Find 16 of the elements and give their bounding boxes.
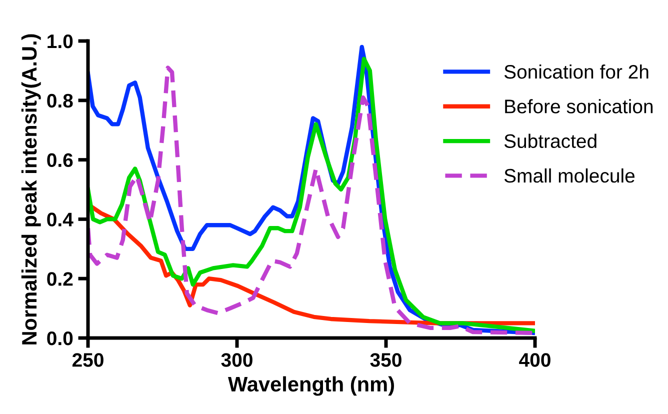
x-tick-label: 300	[221, 353, 252, 367]
y-tick-label: 1.0	[48, 34, 73, 48]
legend-label: Small molecule	[504, 168, 635, 183]
x-axis-title: Wavelength (nm)	[228, 376, 394, 396]
x-tick-label: 400	[519, 353, 550, 367]
y-tick-label: 0.2	[47, 272, 73, 286]
x-tick-label: 250	[72, 353, 104, 367]
y-axis-title: Normalized peak intensity(A.U.)	[21, 34, 41, 344]
legend-label: Subtracted	[504, 134, 596, 148]
y-tick-label: 0.6	[47, 153, 73, 168]
legend-label: Before sonication	[505, 99, 653, 114]
y-tick-label: 0.4	[47, 212, 74, 226]
y-tick-label: 0.8	[47, 94, 73, 108]
legend-label: Sonication for 2h	[504, 64, 648, 79]
x-tick-label: 350	[370, 353, 402, 367]
y-tick-label: 0.0	[47, 331, 73, 346]
